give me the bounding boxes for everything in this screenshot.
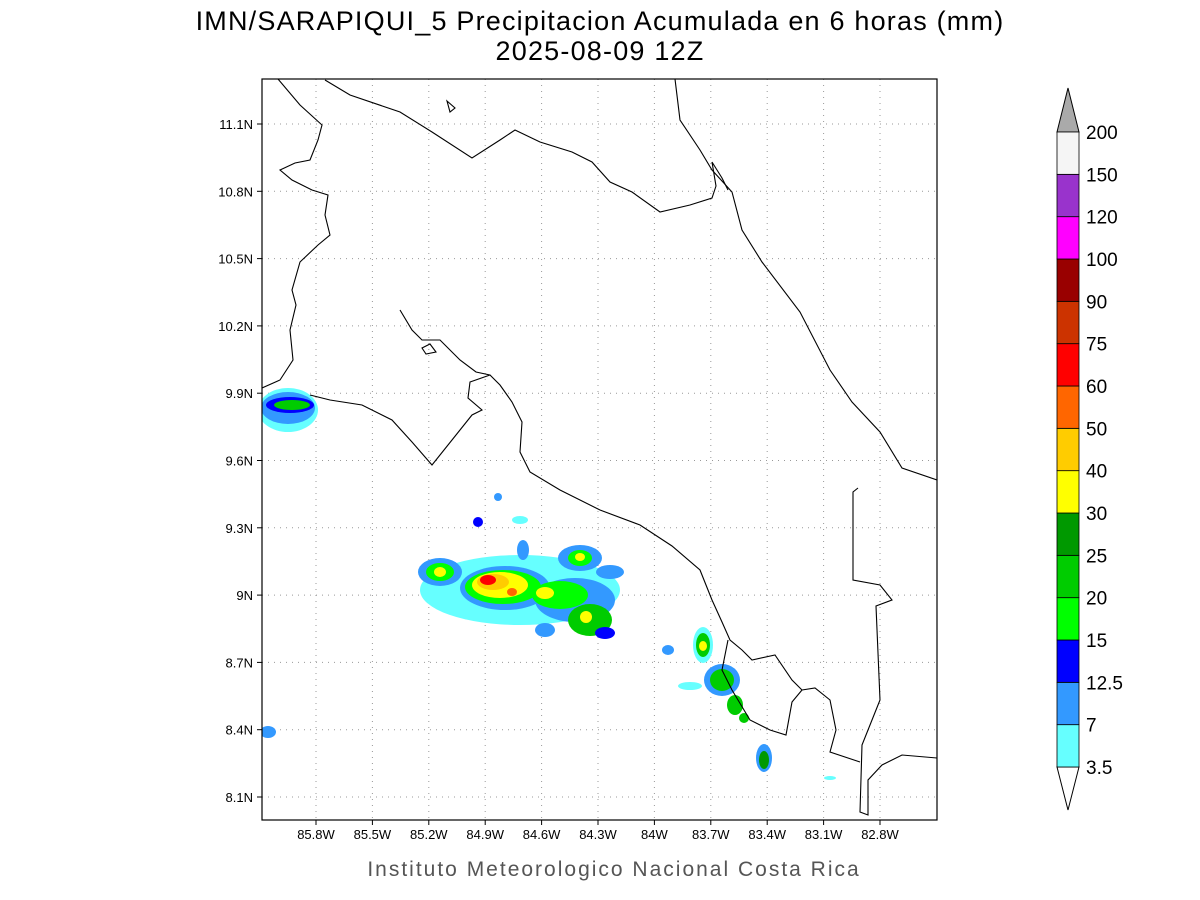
- color-box: [1056, 597, 1080, 641]
- color-box: [1056, 258, 1080, 302]
- colorbar-label: 3.5: [1086, 758, 1112, 779]
- lat-label: 9.6N: [226, 454, 253, 469]
- lat-label: 8.7N: [226, 655, 253, 670]
- lon-label: 82.8W: [861, 827, 899, 842]
- colorbar-label: 75: [1086, 335, 1107, 356]
- colorbar-label: 90: [1086, 292, 1107, 313]
- plot-frame: [261, 78, 938, 821]
- color-box: [1056, 343, 1080, 387]
- color-box: [1056, 131, 1080, 175]
- footer: Instituto Meteorologico Nacional Costa R…: [367, 858, 860, 881]
- map-plot: 85.8W 85.5W 85.2W 84.9W 84.6W 84.3W 84W 83.7W 83…: [218, 78, 938, 842]
- lat-label: 9N: [236, 588, 253, 603]
- color-box: [1056, 300, 1080, 345]
- color-box: [1056, 681, 1080, 726]
- title: IMN/SARAPIQUI_5 Precipitacion Acumulada …: [196, 6, 1005, 36]
- colorbar-label: 60: [1086, 377, 1107, 398]
- lat-label: 9.3N: [226, 521, 253, 536]
- colorbar-label: 30: [1086, 504, 1107, 525]
- colorbar-label: 15: [1086, 631, 1107, 652]
- lon-label: 85.2W: [410, 827, 448, 842]
- lat-label: 8.4N: [226, 723, 253, 738]
- color-box: [1056, 427, 1080, 472]
- color-box: [1056, 639, 1080, 683]
- colorbar-label: 50: [1086, 419, 1107, 440]
- lon-label: 84.6W: [523, 827, 561, 842]
- lat-label: 10.2N: [218, 319, 253, 334]
- lat-label: 10.8N: [218, 184, 253, 199]
- lon-label: 83.1W: [805, 827, 843, 842]
- lat-label: 9.9N: [226, 386, 253, 401]
- under-triangle: [1056, 766, 1080, 811]
- color-box: [1056, 173, 1080, 218]
- colorbar-label: 25: [1086, 546, 1107, 567]
- colorbar-label: 20: [1086, 589, 1107, 610]
- colorbar-label: 40: [1086, 462, 1107, 483]
- coastlines: [262, 79, 937, 816]
- lon-label: 85.8W: [297, 827, 335, 842]
- colorbar-label: 120: [1086, 208, 1118, 229]
- colorbar-label: 7: [1086, 716, 1097, 737]
- lon-label: 84.3W: [579, 827, 617, 842]
- color-box: [1056, 470, 1080, 514]
- lon-label: 83.4W: [748, 827, 786, 842]
- axis-labels: 85.8W 85.5W 85.2W 84.9W 84.6W 84.3W 84W 83.7W 83…: [218, 117, 899, 842]
- colorbar: 3.5 7 12.5 15 20 25 30 40 50 60 75 90 100 120 150 200: [1056, 87, 1123, 811]
- colorbar-label: 200: [1086, 123, 1118, 144]
- lon-label: 85.5W: [354, 827, 392, 842]
- lat-label: 11.1N: [219, 117, 253, 132]
- color-box: [1056, 512, 1080, 556]
- colorbar-label: 12.5: [1086, 673, 1123, 694]
- lon-label: 84.9W: [466, 827, 504, 842]
- lat-label: 8.1N: [226, 790, 253, 805]
- subtitle: 2025-08-09 12Z: [496, 36, 705, 66]
- lon-label: 83.7W: [692, 827, 730, 842]
- color-box: [1056, 385, 1080, 429]
- lat-label: 10.5N: [218, 252, 253, 267]
- grid: [262, 79, 937, 820]
- lon-label: 84W: [641, 827, 668, 842]
- precipitation: [262, 388, 836, 780]
- color-box: [1056, 554, 1080, 599]
- over-triangle: [1056, 87, 1080, 133]
- colorbar-label: 100: [1086, 250, 1118, 271]
- colorbar-label: 150: [1086, 165, 1118, 186]
- color-box: [1056, 216, 1080, 260]
- color-box: [1056, 724, 1080, 768]
